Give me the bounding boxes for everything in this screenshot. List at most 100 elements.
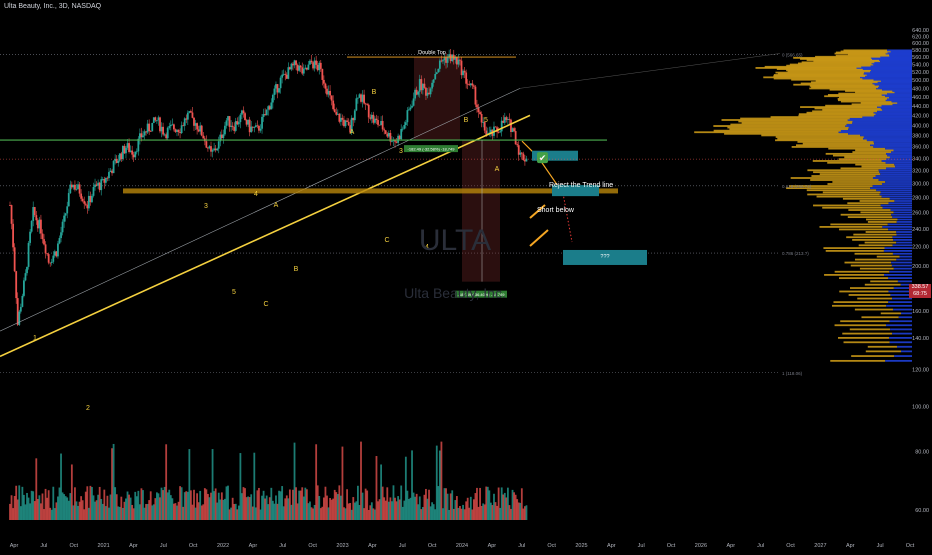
watermark-name: Ulta Beauty, Inc. [404, 285, 506, 301]
volume-profile-bar-blue [878, 169, 912, 172]
volume-bar [435, 445, 438, 520]
volume-bar [378, 499, 381, 520]
volume-profile-bar-blue [885, 95, 912, 98]
volume-bar [80, 496, 83, 520]
volume-bar [392, 485, 395, 520]
volume-bar [471, 509, 474, 520]
candle-body [472, 85, 475, 87]
volume-bar [404, 456, 407, 520]
volume-profile-bar-gold [847, 202, 889, 205]
candle-body [437, 68, 440, 73]
volume-bar [112, 443, 115, 520]
volume-bar [372, 508, 375, 520]
volume-bar [103, 489, 106, 520]
volume-profile-bar-gold [870, 280, 898, 283]
volume-profile-bar-gold [848, 209, 891, 211]
candle-body [15, 271, 18, 299]
candle-body [47, 254, 50, 263]
volume-bar [502, 494, 505, 520]
volume-bar [160, 487, 163, 520]
candle-body [205, 141, 208, 148]
volume-bar [479, 487, 481, 520]
volume-bar [159, 497, 161, 520]
candle-body [513, 128, 515, 132]
volume-bar [118, 506, 121, 520]
y-tick-label: 400.00 [912, 123, 929, 129]
candle-body [41, 233, 44, 240]
volume-profile-bar-blue [890, 294, 912, 296]
candle-body [49, 262, 52, 264]
volume-profile-bar-gold [840, 213, 892, 216]
candle-body [120, 153, 123, 160]
volume-profile-bar-gold [845, 90, 893, 92]
volume-profile-bar-blue [849, 117, 912, 120]
volume-bar [506, 487, 509, 520]
volume-profile-bar-blue [852, 122, 912, 124]
volume-bar [395, 501, 398, 520]
candle-body [152, 117, 155, 123]
candle-body [480, 114, 483, 123]
volume-bar [258, 487, 260, 520]
candle-body [497, 131, 500, 133]
volume-profile-bar-gold [833, 301, 889, 304]
volume-profile-bar-blue [886, 152, 912, 155]
candle-body [145, 131, 147, 133]
candle-body [421, 83, 424, 91]
volume-bar [446, 493, 449, 520]
volume-bar [162, 490, 164, 520]
volume-bar [431, 502, 434, 520]
candle-body [213, 148, 216, 151]
volume-profile-bar-blue [899, 255, 912, 258]
x-tick-label: Jul [518, 543, 525, 549]
volume-bar [138, 504, 141, 520]
candle-body [182, 125, 185, 127]
volume-profile-bar-gold [810, 81, 878, 84]
volume-profile-bar-gold [809, 87, 877, 90]
volume-bar [134, 491, 137, 520]
x-tick-label: Apr [129, 543, 138, 549]
volume-bar [418, 496, 421, 520]
candle-body [451, 54, 454, 62]
x-tick-label: 2022 [217, 543, 229, 549]
candle-body [386, 133, 389, 137]
volume-bar [442, 508, 444, 520]
volume-profile-bar-blue [885, 161, 912, 164]
volume-bar [154, 498, 157, 520]
x-tick-label: 2027 [814, 543, 826, 549]
candle-body [112, 161, 115, 174]
x-tick-label: Oct [428, 543, 437, 549]
volume-bar [165, 444, 168, 520]
volume-bar [52, 486, 55, 520]
measure-label-bottom: -187.49 (-36.40%) -18,749 [458, 292, 506, 297]
candle-body [72, 184, 75, 188]
candle-body [95, 184, 98, 186]
volume-bar [397, 496, 400, 520]
volume-bar [24, 504, 27, 520]
candle-body [383, 129, 386, 131]
volume-profile-bar-blue [861, 65, 912, 68]
volume-profile-bar-gold [819, 226, 883, 228]
volume-bar [247, 496, 250, 520]
y-tick-label: 260.00 [912, 211, 929, 217]
volume-profile-bar-blue [882, 88, 912, 91]
candle-body [239, 114, 242, 123]
volume-profile-bar-gold [832, 304, 887, 307]
measure-label-top: -182.49 (-32.58%) -18,749 [408, 147, 456, 152]
volume-bar [513, 492, 515, 520]
candle-body [477, 107, 480, 113]
candle-body [500, 120, 503, 132]
volume-bar [375, 456, 378, 520]
volume-bar [302, 496, 305, 520]
volume-profile-bar-blue [847, 119, 912, 121]
volume-profile-bar-blue [885, 52, 912, 55]
volume-profile-bar-blue [846, 123, 912, 126]
volume-bar [202, 504, 205, 520]
volume-profile-bar-blue [894, 163, 912, 166]
candle-body [428, 92, 430, 95]
candle-body [321, 68, 324, 80]
volume-bar [237, 505, 240, 520]
candle-body [248, 119, 251, 133]
volume-profile-bar-gold [777, 137, 864, 140]
